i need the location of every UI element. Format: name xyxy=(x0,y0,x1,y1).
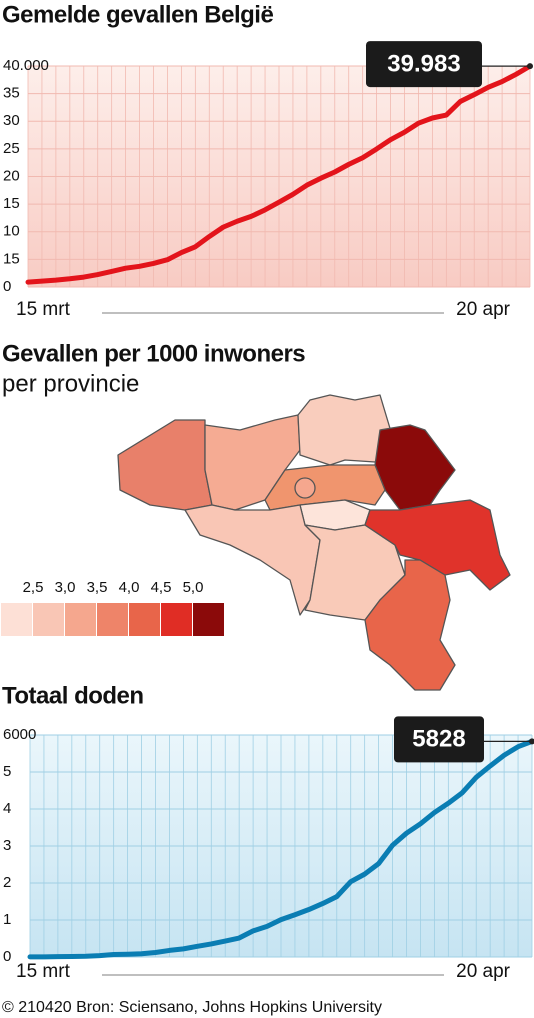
y-tick-label: 10 xyxy=(3,223,20,240)
map xyxy=(117,394,511,691)
legend-label: 3,0 xyxy=(55,579,76,596)
map-title: Gevallen per 1000 inwoners xyxy=(2,340,305,367)
chart-title: Gemelde gevallen België xyxy=(2,1,273,28)
annotation-dot xyxy=(529,738,534,745)
x-tick-label: 20 apr xyxy=(456,299,511,320)
legend-label: 3,5 xyxy=(87,579,108,596)
chart-title: Totaal doden xyxy=(2,682,144,709)
annotation-dot xyxy=(527,63,533,70)
y-tick-label: 15 xyxy=(3,250,20,267)
y-tick-label: 15 xyxy=(3,195,20,212)
annotation-label: 39.983 xyxy=(387,50,460,77)
legend-swatch xyxy=(1,603,32,636)
annotation-box xyxy=(394,716,484,763)
y-tick-label: 3 xyxy=(3,837,11,854)
y-tick-label: 30 xyxy=(3,112,20,129)
legend-swatch xyxy=(97,603,128,636)
legend-swatch xyxy=(193,603,224,636)
legend-label: 4,0 xyxy=(119,579,140,596)
annotation-label: 5828 xyxy=(412,726,465,753)
x-tick-label: 15 mrt xyxy=(16,299,71,320)
y-tick-label: 6000 xyxy=(3,726,36,743)
line xyxy=(27,738,534,960)
legend-swatch xyxy=(65,603,96,636)
y-tick-label: 4 xyxy=(3,800,11,817)
legend-label: 5,0 xyxy=(183,579,204,596)
y-tick-label: 2 xyxy=(3,874,11,891)
line xyxy=(25,63,533,285)
y-tick-label: 35 xyxy=(3,85,20,102)
legend-swatch xyxy=(129,603,160,636)
x-tick-label: 20 apr xyxy=(456,961,511,982)
province xyxy=(374,424,456,511)
annotation-box xyxy=(366,41,482,88)
legend-swatch xyxy=(161,603,192,636)
y-tick-label: 40.000 xyxy=(3,57,49,74)
province xyxy=(364,559,456,691)
y-tick-label: 25 xyxy=(3,140,20,157)
province xyxy=(117,419,213,511)
legend-label: 4,5 xyxy=(151,579,172,596)
map-subtitle: per provincie xyxy=(2,370,139,397)
legend-swatch xyxy=(33,603,64,636)
footer: © 210420 Bron: Sciensano, Johns Hopkins … xyxy=(2,999,382,1016)
province xyxy=(364,499,511,591)
y-tick-label: 0 xyxy=(3,278,11,295)
x-tick-label: 15 mrt xyxy=(16,961,71,982)
y-tick-label: 1 xyxy=(3,911,11,928)
legend-label: 2,5 xyxy=(23,579,44,596)
y-tick-label: 5 xyxy=(3,763,11,780)
province xyxy=(294,477,316,499)
province xyxy=(184,504,321,616)
y-tick-label: 0 xyxy=(3,948,11,965)
y-tick-label: 20 xyxy=(3,167,20,184)
